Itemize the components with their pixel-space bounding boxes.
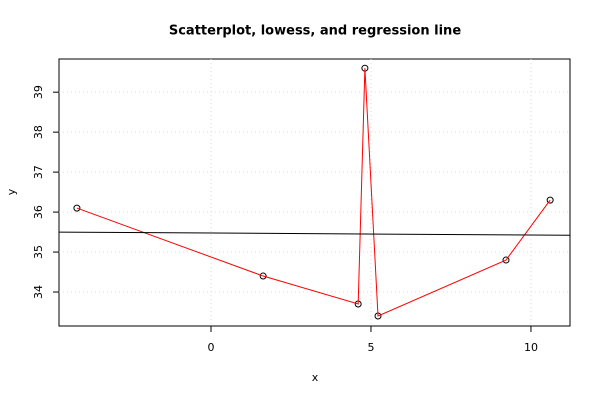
x-tick-label: 0 (207, 341, 214, 354)
y-tick-label: 34 (32, 285, 45, 299)
y-tick-label: 38 (32, 125, 45, 139)
line (58, 231, 571, 236)
y-tick-label: 36 (32, 205, 45, 219)
y-tick-label: 37 (32, 165, 45, 179)
point (73, 204, 81, 212)
point (546, 196, 554, 204)
y-tick-label: 39 (32, 85, 45, 99)
y-axis-label: y (5, 188, 18, 195)
chart-title: Scatterplot, lowess, and regression line (169, 24, 461, 39)
x-tick-label: 10 (524, 341, 538, 354)
x-axis-label: x (312, 371, 319, 384)
x-tick-label: 5 (367, 341, 374, 354)
y-tick-label: 35 (32, 245, 45, 259)
point (259, 272, 267, 280)
point (502, 256, 510, 264)
line (76, 68, 551, 317)
